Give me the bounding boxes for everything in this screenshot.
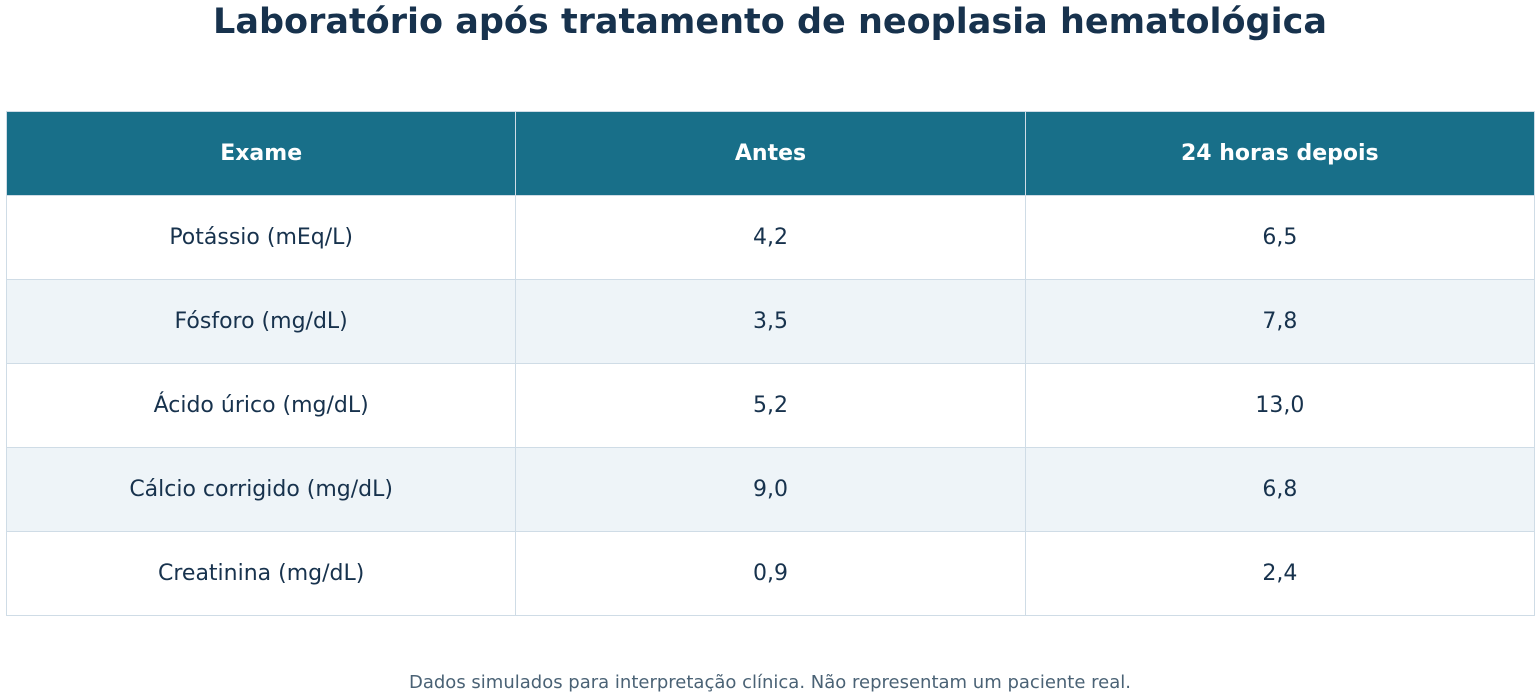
cell-exame: Cálcio corrigido (mg/dL) <box>5 447 517 532</box>
table-row: Fósforo (mg/dL) 3,5 7,8 <box>5 279 1536 364</box>
cell-depois: 13,0 <box>1024 363 1536 448</box>
column-header-antes: Antes <box>515 111 1026 196</box>
cell-antes: 4,2 <box>515 195 1026 280</box>
cell-depois: 6,5 <box>1024 195 1536 280</box>
cell-exame: Fósforo (mg/dL) <box>5 279 517 364</box>
chart-title: Laboratório após tratamento de neoplasia… <box>213 2 1327 42</box>
table-row: Potássio (mEq/L) 4,2 6,5 <box>5 195 1536 280</box>
cell-exame: Potássio (mEq/L) <box>5 195 517 280</box>
cell-depois: 2,4 <box>1024 531 1536 616</box>
cell-antes: 0,9 <box>515 531 1026 616</box>
cell-exame: Creatinina (mg/dL) <box>5 531 517 616</box>
cell-depois: 7,8 <box>1024 279 1536 364</box>
cell-depois: 6,8 <box>1024 447 1536 532</box>
table-header-row: Exame Antes 24 horas depois <box>5 111 1536 196</box>
footnote: Dados simulados para interpretação clíni… <box>408 672 1131 693</box>
cell-antes: 9,0 <box>515 447 1026 532</box>
table-row: Creatinina (mg/dL) 0,9 2,4 <box>5 531 1536 616</box>
column-header-exame: Exame <box>5 111 517 196</box>
cell-exame: Ácido úrico (mg/dL) <box>5 363 517 448</box>
cell-antes: 5,2 <box>515 363 1026 448</box>
lab-results-table: Exame Antes 24 horas depois Potássio (mE… <box>5 111 1536 616</box>
column-header-24h-depois: 24 horas depois <box>1024 111 1536 196</box>
table-row: Cálcio corrigido (mg/dL) 9,0 6,8 <box>5 447 1536 532</box>
cell-antes: 3,5 <box>515 279 1026 364</box>
table-row: Ácido úrico (mg/dL) 5,2 13,0 <box>5 363 1536 448</box>
